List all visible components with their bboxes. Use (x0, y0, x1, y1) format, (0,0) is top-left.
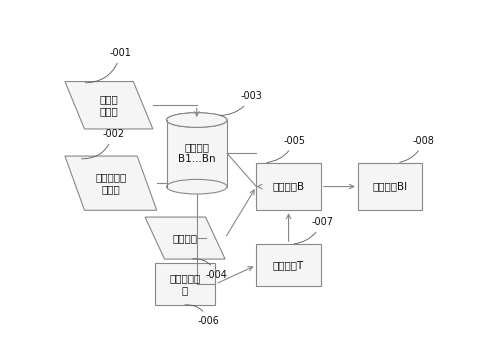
Text: -005: -005 (267, 136, 306, 163)
Polygon shape (65, 156, 157, 210)
Ellipse shape (166, 113, 227, 127)
Ellipse shape (166, 180, 227, 194)
Bar (155, 263, 215, 305)
Text: 排队规则: 排队规则 (172, 233, 198, 243)
Text: -006: -006 (185, 305, 220, 326)
Text: -004: -004 (193, 259, 227, 280)
Text: -003: -003 (220, 91, 263, 115)
Text: 其他加入运
营车辆: 其他加入运 营车辆 (95, 172, 127, 194)
Text: 获得车辆B: 获得车辆B (273, 182, 304, 191)
Polygon shape (145, 217, 225, 259)
Text: -002: -002 (82, 129, 124, 159)
Text: -001: -001 (85, 48, 132, 83)
Text: -008: -008 (400, 136, 434, 162)
Ellipse shape (166, 113, 227, 127)
Text: 预计到
达车辆: 预计到 达车辆 (99, 94, 118, 116)
Bar (166, 120, 227, 187)
Text: 可用车辆
B1...Bn: 可用车辆 B1...Bn (178, 143, 216, 164)
Text: 获得排队BI: 获得排队BI (372, 182, 408, 191)
Bar (358, 163, 422, 210)
Bar (257, 163, 321, 210)
Polygon shape (65, 82, 153, 129)
Text: 获得发车T: 获得发车T (273, 260, 304, 270)
Text: -007: -007 (294, 217, 333, 244)
Bar (257, 244, 321, 286)
Text: 发车间隔算
法: 发车间隔算 法 (169, 274, 201, 295)
